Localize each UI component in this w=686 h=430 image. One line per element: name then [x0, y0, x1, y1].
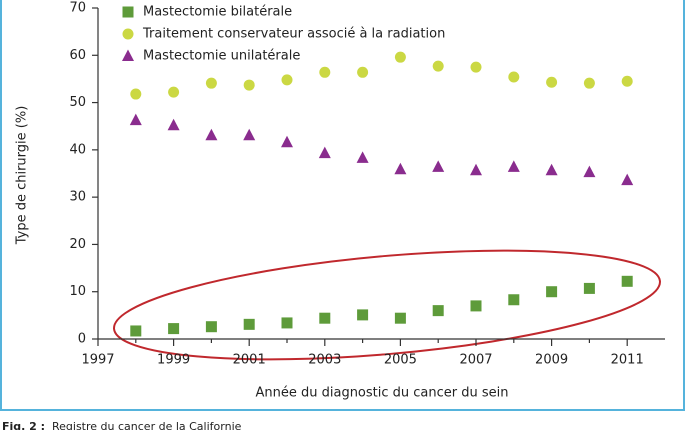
point	[432, 60, 444, 72]
y-tick-label: 20	[69, 237, 86, 252]
point	[281, 317, 293, 329]
point	[470, 61, 482, 73]
point	[281, 74, 293, 86]
x-tick-label: 2003	[308, 353, 341, 368]
point	[319, 66, 331, 78]
point	[168, 323, 180, 335]
point	[394, 51, 406, 63]
point	[356, 151, 369, 163]
legend-label: Mastectomie bilatérale	[143, 5, 292, 20]
point	[130, 325, 142, 337]
point	[281, 135, 293, 148]
point	[129, 113, 142, 126]
point	[545, 163, 558, 176]
caption: Registre du cancer de la Californie	[52, 420, 242, 430]
y-tick-label: 60	[69, 48, 86, 63]
legend-marker	[122, 49, 134, 61]
point	[205, 321, 217, 333]
x-tick-label: 2005	[384, 353, 417, 368]
x-axis-label: Année du diagnostic du cancer du sein	[255, 386, 508, 401]
point	[470, 300, 482, 312]
legend-label: Traitement conservateur associé à la rad…	[142, 27, 445, 42]
point	[470, 163, 482, 176]
point	[205, 128, 218, 141]
point	[507, 160, 520, 172]
x-tick-label: 2009	[535, 353, 568, 368]
point	[168, 86, 180, 98]
y-axis-label: Type de chirurgie (%)	[15, 106, 30, 246]
point	[583, 165, 596, 178]
point	[243, 79, 255, 91]
y-tick-label: 0	[78, 332, 86, 347]
y-tick-label: 30	[69, 190, 86, 205]
y-tick-label: 50	[69, 95, 86, 110]
point	[621, 75, 633, 87]
x-tick-label: 2011	[611, 353, 644, 368]
point	[319, 312, 331, 324]
frame	[0, 0, 685, 411]
point	[394, 312, 406, 324]
point	[432, 160, 445, 172]
point	[432, 305, 444, 317]
y-tick-label: 10	[69, 284, 86, 299]
legend-marker	[122, 6, 134, 18]
y-tick-label: 40	[69, 142, 86, 157]
highlight-ellipse	[113, 249, 661, 361]
point	[243, 128, 256, 141]
point	[621, 275, 633, 287]
x-tick-label: 1999	[157, 353, 190, 368]
point	[357, 66, 369, 78]
point	[546, 76, 558, 88]
legend-marker	[122, 28, 134, 40]
point	[167, 118, 180, 131]
y-tick-label: 70	[69, 1, 86, 16]
point	[583, 282, 595, 294]
point	[130, 88, 142, 100]
point	[583, 77, 595, 89]
point	[243, 318, 255, 330]
point	[205, 77, 217, 89]
point	[621, 173, 634, 186]
point	[546, 286, 558, 298]
point	[508, 294, 520, 306]
x-tick-label: 2001	[233, 353, 266, 368]
caption-label: Fig. 2 :	[2, 420, 45, 430]
point	[357, 309, 369, 321]
legend-label: Mastectomie unilatérale	[143, 49, 300, 64]
point	[508, 71, 520, 83]
x-tick-label: 1997	[81, 353, 114, 368]
point	[318, 146, 331, 159]
x-tick-label: 2007	[459, 353, 492, 368]
point	[394, 162, 407, 175]
